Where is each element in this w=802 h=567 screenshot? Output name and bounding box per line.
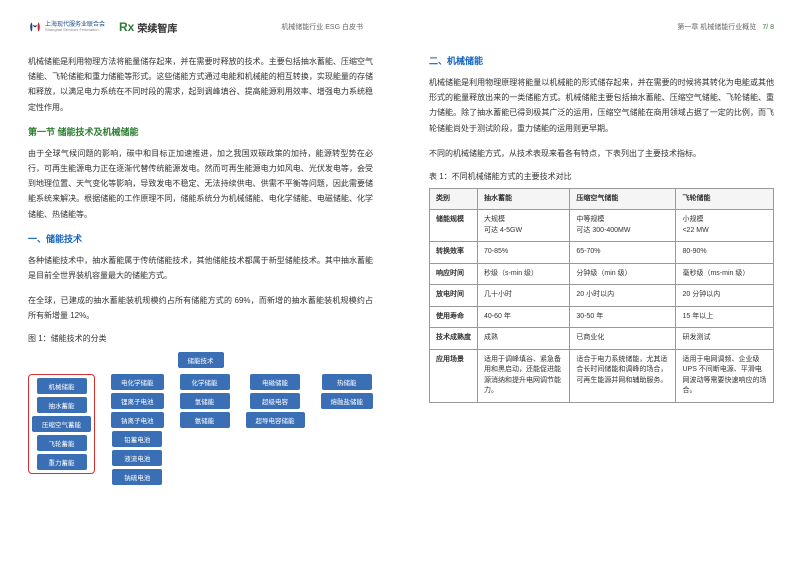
table-cell: 15 年以上 (676, 306, 774, 328)
table-cell: 30-50 年 (570, 306, 676, 328)
tree-root-node: 储能技术 (178, 352, 224, 368)
tree-leaf-node: 氢储能 (180, 393, 230, 409)
table-cell: 70-85% (478, 242, 570, 264)
table-cell: 65-70% (570, 242, 676, 264)
ssf-name-en: Shanghai Services Federation (45, 28, 105, 32)
figure-1-caption: 图 1：储能技术的分类 (28, 333, 373, 344)
table-row: 使用寿命40-60 年30-50 年15 年以上 (430, 306, 774, 328)
tree-category-column: 热储能熔融盐储能 (321, 374, 374, 485)
tree-leaf-node: 液流电池 (112, 450, 162, 466)
table-cell: 适合于电力系统储能，尤其适合长时间储能和调峰的场合，可再生能源并网和辅助服务。 (570, 349, 676, 402)
table-cell: 80-90% (676, 242, 774, 264)
tree-leaf-node: 钠硫电池 (112, 469, 162, 485)
table-row: 储能规模大规模可达 4-5GW中等规模可达 300-400MW小规模<22 MW (430, 210, 774, 242)
table-header-cell: 飞轮储能 (676, 188, 774, 210)
tree-leaf-node: 锂离子电池 (111, 393, 164, 409)
table-cell: 毫秒级（ms-min 级） (676, 263, 774, 285)
rongxu-name: 荣续智库 (137, 20, 177, 35)
table-cell: 分钟级（min 级） (570, 263, 676, 285)
table-cell: 20 分钟以内 (676, 285, 774, 307)
tree-category-node: 电化学储能 (111, 374, 164, 390)
table-cell: 适用于电网调频、企业级 UPS 不间断电源、平滑电网波动等需要快速响应的场合。 (676, 349, 774, 402)
header-right: 第一章 机械储能行业概览 7/ 8 (429, 18, 774, 36)
table-row: 应用场景适用于调峰填谷、紧急备用和黑启动，还能促进能源消纳和提升电网调节能力。适… (430, 349, 774, 402)
table-cell: 小规模<22 MW (676, 210, 774, 242)
tree-category-node: 电磁储能 (250, 374, 300, 390)
table-cell: 成熟 (478, 328, 570, 350)
table-cell: 适用于调峰填谷、紧急备用和黑启动，还能促进能源消纳和提升电网调节能力。 (478, 349, 570, 402)
left-column: 上海现代服务业联合会 Shanghai Services Federation … (0, 0, 401, 567)
table-row-label: 使用寿命 (430, 306, 478, 328)
comparison-table: 类别抽水蓄能压缩空气储能飞轮储能 储能规模大规模可达 4-5GW中等规模可达 3… (429, 188, 774, 403)
table-row: 转换效率70-85%65-70%80-90% (430, 242, 774, 264)
page-number: 7/ 8 (762, 24, 774, 31)
tree-leaf-node: 铅蓄电池 (112, 431, 162, 447)
table-cell: 几十小时 (478, 285, 570, 307)
rongxu-mark-icon: Rx (119, 20, 134, 34)
tree-leaf-node: 压缩空气蓄能 (32, 416, 91, 432)
section-1-paragraph: 由于全球气候问题的影响，碳中和目标正加速推进，加之我国双碳政策的加持，能源转型势… (28, 146, 373, 222)
logo-ssf: 上海现代服务业联合会 Shanghai Services Federation (28, 20, 105, 34)
table-header-cell: 抽水蓄能 (478, 188, 570, 210)
tree-root-row: 储能技术 (28, 352, 373, 368)
tree-highlighted-category: 机械储能抽水蓄能压缩空气蓄能飞轮蓄能重力蓄能 (28, 374, 95, 474)
chapter-label: 第一章 机械储能行业概览 (677, 22, 756, 32)
tree-leaf-node: 熔融盐储能 (321, 393, 374, 409)
tree-category-node: 热储能 (322, 374, 372, 390)
tree-category-column: 电化学储能锂离子电池钠离子电池铅蓄电池液流电池钠硫电池 (111, 374, 164, 485)
table-header-cell: 压缩空气储能 (570, 188, 676, 210)
page: 上海现代服务业联合会 Shanghai Services Federation … (0, 0, 802, 567)
table-row-label: 应用场景 (430, 349, 478, 402)
table-cell: 40-60 年 (478, 306, 570, 328)
intro-paragraph: 机械储能是利用物理方法将能量储存起来，并在需要时释放的技术。主要包括抽水蓄能、压… (28, 54, 373, 115)
table-row-label: 储能规模 (430, 210, 478, 242)
tree-leaf-node: 氨储能 (180, 412, 230, 428)
subsection-2-title: 二、机械储能 (429, 54, 774, 67)
section-1-title: 第一节 储能技术及机械储能 (28, 125, 373, 138)
tree-category-column: 化学储能氢储能氨储能 (180, 374, 230, 485)
table-row-label: 技术成熟度 (430, 328, 478, 350)
doc-title: 机械储能行业 ESG 白皮书 (281, 22, 363, 32)
table-row: 响应时间秒级（s-min 级）分钟级（min 级）毫秒级（ms-min 级） (430, 263, 774, 285)
table-1-caption: 表 1：不同机械储能方式的主要技术对比 (429, 171, 774, 182)
tree-category-node: 机械储能 (37, 378, 87, 394)
right-column: 第一章 机械储能行业概览 7/ 8 二、机械储能 机械储能是利用物理原理将能量以… (401, 0, 802, 567)
table-body: 储能规模大规模可达 4-5GW中等规模可达 300-400MW小规模<22 MW… (430, 210, 774, 403)
table-header-row: 类别抽水蓄能压缩空气储能飞轮储能 (430, 188, 774, 210)
ssf-logo-icon (28, 20, 42, 34)
table-cell: 研发测试 (676, 328, 774, 350)
ssf-logo-text: 上海现代服务业联合会 Shanghai Services Federation (45, 22, 105, 33)
header-left: 上海现代服务业联合会 Shanghai Services Federation … (28, 18, 373, 36)
table-cell: 20 小时以内 (570, 285, 676, 307)
tree-category-column: 机械储能抽水蓄能压缩空气蓄能飞轮蓄能重力蓄能 (28, 374, 95, 485)
figure-1-diagram: 储能技术 机械储能抽水蓄能压缩空气蓄能飞轮蓄能重力蓄能电化学储能锂离子电池钠离子… (28, 350, 373, 491)
table-row-label: 放电时间 (430, 285, 478, 307)
tree-leaf-node: 抽水蓄能 (37, 397, 87, 413)
tree-leaf-node: 超级电容 (250, 393, 300, 409)
tree-leaf-node: 钠离子电池 (111, 412, 164, 428)
table-row-label: 转换效率 (430, 242, 478, 264)
subsection-1-title: 一、储能技术 (28, 232, 373, 245)
table-cell: 大规模可达 4-5GW (478, 210, 570, 242)
table-header-cell: 类别 (430, 188, 478, 210)
table-row: 放电时间几十小时20 小时以内20 分钟以内 (430, 285, 774, 307)
subsection-2-p2: 不同的机械储能方式，从技术表现来看各有特点，下表列出了主要技术指标。 (429, 146, 774, 161)
tree-leaf-node: 重力蓄能 (37, 454, 87, 470)
table-row-label: 响应时间 (430, 263, 478, 285)
subsection-1-p1: 各种储能技术中，抽水蓄能属于传统储能技术，其他储能技术都属于新型储能技术。其中抽… (28, 253, 373, 283)
tree-category-row: 机械储能抽水蓄能压缩空气蓄能飞轮蓄能重力蓄能电化学储能锂离子电池钠离子电池铅蓄电… (28, 374, 373, 485)
table-cell: 秒级（s-min 级） (478, 263, 570, 285)
subsection-2-p1: 机械储能是利用物理原理将能量以机械能的形式储存起来，并在需要的时候将其转化为电能… (429, 75, 774, 136)
tree-category-node: 化学储能 (180, 374, 230, 390)
tree-leaf-node: 超导电容储能 (246, 412, 305, 428)
table-cell: 已商业化 (570, 328, 676, 350)
tree-leaf-node: 飞轮蓄能 (37, 435, 87, 451)
subsection-1-p2: 在全球，已建成的抽水蓄能装机规模约占所有储能方式的 69%，而新增的抽水蓄能装机… (28, 293, 373, 323)
table-cell: 中等规模可达 300-400MW (570, 210, 676, 242)
tree-category-column: 电磁储能超级电容超导电容储能 (246, 374, 305, 485)
logo-rongxu: Rx 荣续智库 (119, 20, 177, 35)
table-row: 技术成熟度成熟已商业化研发测试 (430, 328, 774, 350)
